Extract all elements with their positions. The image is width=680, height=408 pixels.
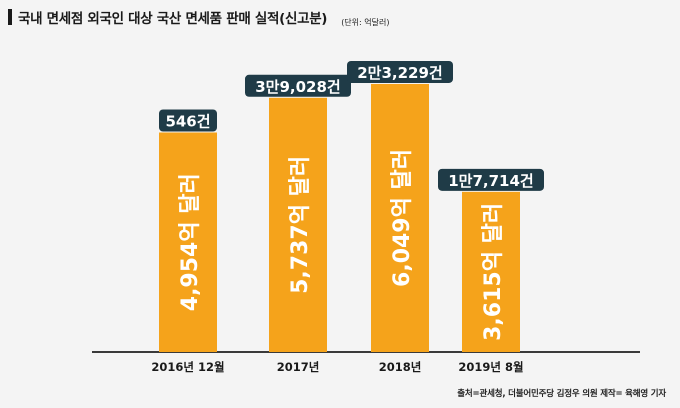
count-badge-2 bbox=[347, 60, 453, 83]
x-tick-label-2: 2018년 bbox=[379, 360, 422, 374]
bar-3 bbox=[462, 191, 520, 352]
x-tick-label-3: 2019년 8월 bbox=[458, 360, 523, 374]
count-badge-0 bbox=[159, 109, 217, 132]
count-badge-label-2: 2만3,229건 bbox=[357, 64, 442, 82]
chart-title: 국내 면세점 외국인 대상 국산 면세품 판매 실적(신고분) bbox=[18, 11, 328, 27]
title-accent-bar bbox=[8, 9, 12, 25]
bar-value-label-3: 3,615억 달러 bbox=[481, 203, 506, 341]
bar-0 bbox=[159, 132, 217, 352]
bar-value-label-0: 4,954억 달러 bbox=[178, 173, 203, 311]
chart-title-block: 국내 면세점 외국인 대상 국산 면세품 판매 실적(신고분) (단위: 억달러… bbox=[8, 7, 389, 27]
bar-2 bbox=[371, 83, 429, 352]
x-tick-label-1: 2017년 bbox=[277, 360, 320, 374]
count-badge-label-0: 546건 bbox=[165, 112, 210, 130]
x-tick-label-0: 2016년 12월 bbox=[151, 360, 224, 374]
bar-value-label-2: 6,049억 달러 bbox=[390, 149, 415, 287]
count-badge-label-1: 3만9,028건 bbox=[255, 78, 340, 96]
count-badge-1 bbox=[245, 74, 351, 97]
bar-1 bbox=[269, 97, 327, 353]
source-credit: 출처=관세청, 더불어민주당 김정우 의원 제작= 육해영 기자 bbox=[457, 389, 666, 399]
count-badge-3 bbox=[438, 168, 544, 191]
bar-value-label-1: 5,737억 달러 bbox=[288, 156, 313, 294]
count-badge-label-3: 1만7,714건 bbox=[448, 172, 533, 190]
unit-label: (단위: 억달러) bbox=[341, 18, 390, 27]
